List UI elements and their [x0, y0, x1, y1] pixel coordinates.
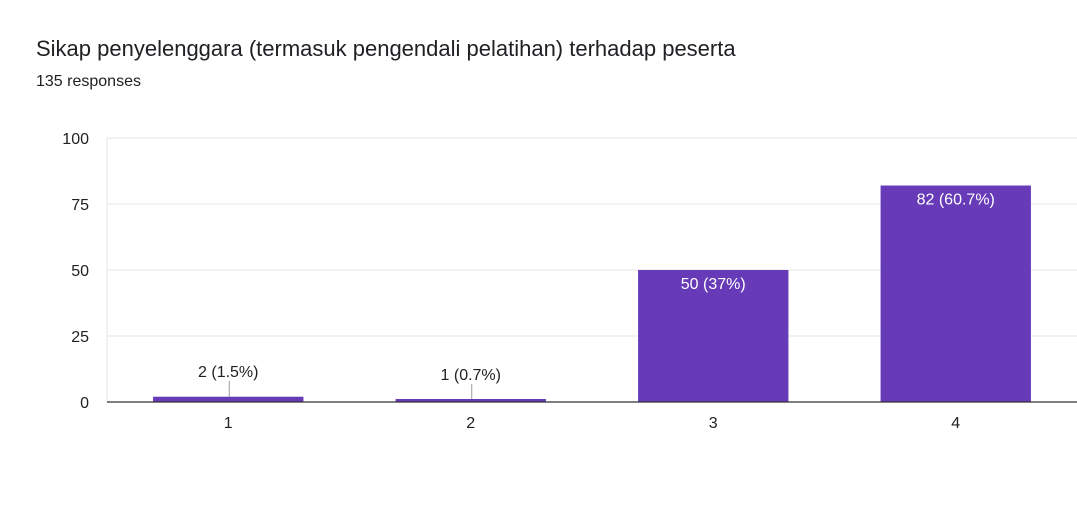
chart-title: Sikap penyelenggara (termasuk pengendali… [36, 36, 736, 61]
y-tick-label: 25 [71, 329, 89, 346]
data-label: 82 (60.7%) [917, 192, 995, 209]
bar-2[interactable] [395, 399, 546, 402]
response-count: 135 responses [36, 73, 141, 90]
bar-3[interactable] [638, 270, 789, 402]
y-tick-label: 50 [71, 263, 89, 280]
bar-4[interactable] [880, 185, 1031, 402]
bar-1[interactable] [153, 396, 304, 402]
data-label: 50 (37%) [681, 276, 746, 293]
x-tick-label: 3 [709, 415, 718, 432]
y-tick-label: 75 [71, 197, 89, 214]
y-tick-label: 0 [80, 395, 89, 412]
x-tick-label: 4 [951, 415, 960, 432]
y-tick-label: 100 [62, 131, 89, 148]
data-label: 2 (1.5%) [198, 364, 258, 381]
data-label: 1 (0.7%) [441, 367, 501, 384]
x-tick-label: 1 [224, 415, 233, 432]
x-tick-label: 2 [466, 415, 475, 432]
